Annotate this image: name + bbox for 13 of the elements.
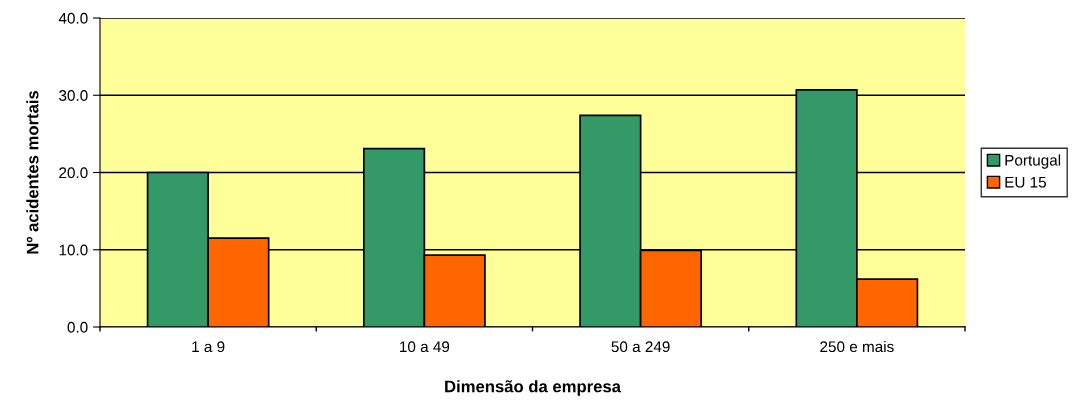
legend-label: EU 15 [1005,176,1047,188]
x-tick-label: 50 a 249 [611,341,670,353]
x-tick-label: 1 a 9 [192,341,225,353]
x-tick-label: 250 e mais [820,340,894,353]
legend-label: Portugal [1005,154,1061,169]
y-axis-title: Nº acidentes mortais [26,90,39,254]
y-tick-label: 10.0 [59,244,88,256]
x-tick-label: 10 a 49 [400,341,450,353]
y-tick-label: 40.0 [58,12,88,24]
x-axis-title: Dimensão da empresa [445,380,622,396]
y-tick-label: 20.0 [59,167,88,179]
y-tick-label: 0.0 [67,321,88,333]
y-tick-label: 30.0 [59,90,88,101]
